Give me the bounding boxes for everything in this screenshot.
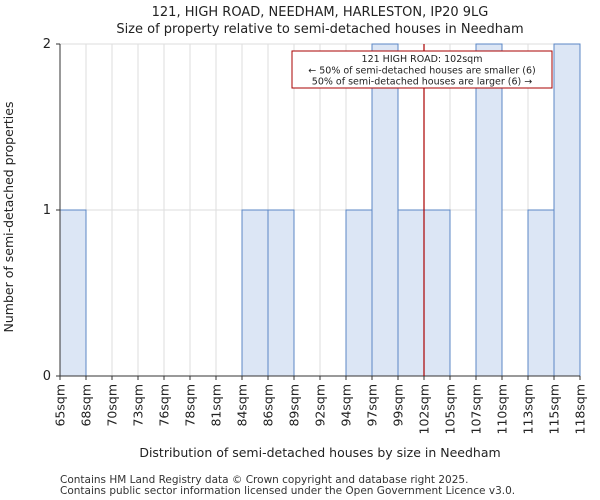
x-tick-label: 99sqm — [391, 384, 406, 427]
x-tick-label: 107sqm — [469, 384, 484, 434]
x-tick-label: 89sqm — [287, 384, 302, 427]
footer-copyright: Contains HM Land Registry data © Crown c… — [60, 474, 469, 486]
bar — [345, 209, 373, 377]
bar — [241, 209, 269, 377]
x-tick-label: 70sqm — [105, 384, 120, 427]
x-ticks: 65sqm 68sqm 70sqm 73sqm 76sqm 78sqm 81sqm 84sqm… — [53, 376, 588, 434]
x-tick-label: 94sqm — [339, 384, 354, 427]
x-tick-label: 105sqm — [443, 384, 458, 434]
y-tick-label: 2 — [43, 37, 51, 52]
y-tick-label: 1 — [43, 203, 51, 218]
x-tick-label: 84sqm — [235, 384, 250, 427]
x-tick-label: 92sqm — [313, 384, 328, 427]
property-marker: 121 HIGH ROAD: 102sqm← 50% of semi-detac… — [291, 44, 553, 376]
bar — [553, 43, 581, 377]
bar — [371, 43, 399, 377]
x-tick-label: 65sqm — [53, 384, 68, 427]
chart-subtitle: Size of property relative to semi-detach… — [116, 22, 523, 37]
x-tick-label: 102sqm — [417, 384, 432, 434]
bar — [397, 209, 425, 377]
x-tick-label: 81sqm — [209, 384, 224, 427]
chart-title: 121, HIGH ROAD, NEEDHAM, HARLESTON, IP20… — [152, 5, 489, 20]
x-tick-label: 78sqm — [183, 384, 198, 427]
bar — [59, 209, 87, 377]
x-tick-label: 97sqm — [365, 384, 380, 427]
bars — [59, 43, 581, 377]
bar — [267, 209, 295, 377]
x-tick-label: 76sqm — [157, 384, 172, 427]
y-tick-label: 0 — [43, 369, 51, 384]
annotation-larger: 50% of semi-detached houses are larger (… — [312, 77, 532, 88]
bar — [527, 209, 555, 377]
annotation-title: 121 HIGH ROAD: 102sqm — [362, 54, 483, 65]
x-tick-label: 115sqm — [547, 384, 562, 434]
footer-licence: Contains public sector information licen… — [60, 485, 516, 497]
bar — [423, 209, 451, 377]
annotation-box — [291, 50, 553, 89]
x-tick-label: 113sqm — [521, 384, 536, 434]
x-tick-label: 118sqm — [573, 384, 588, 434]
x-tick-label: 68sqm — [79, 384, 94, 427]
x-tick-label: 73sqm — [131, 384, 146, 427]
bar — [475, 43, 503, 377]
x-tick-label: 110sqm — [495, 384, 510, 434]
y-axis-label: Number of semi-detached properties — [1, 102, 16, 333]
annotation-smaller: ← 50% of semi-detached houses are smalle… — [308, 66, 536, 77]
x-axis-label: Distribution of semi-detached houses by … — [139, 445, 500, 460]
y-ticks: 0 1 2 — [43, 37, 60, 384]
x-tick-label: 86sqm — [261, 384, 276, 427]
